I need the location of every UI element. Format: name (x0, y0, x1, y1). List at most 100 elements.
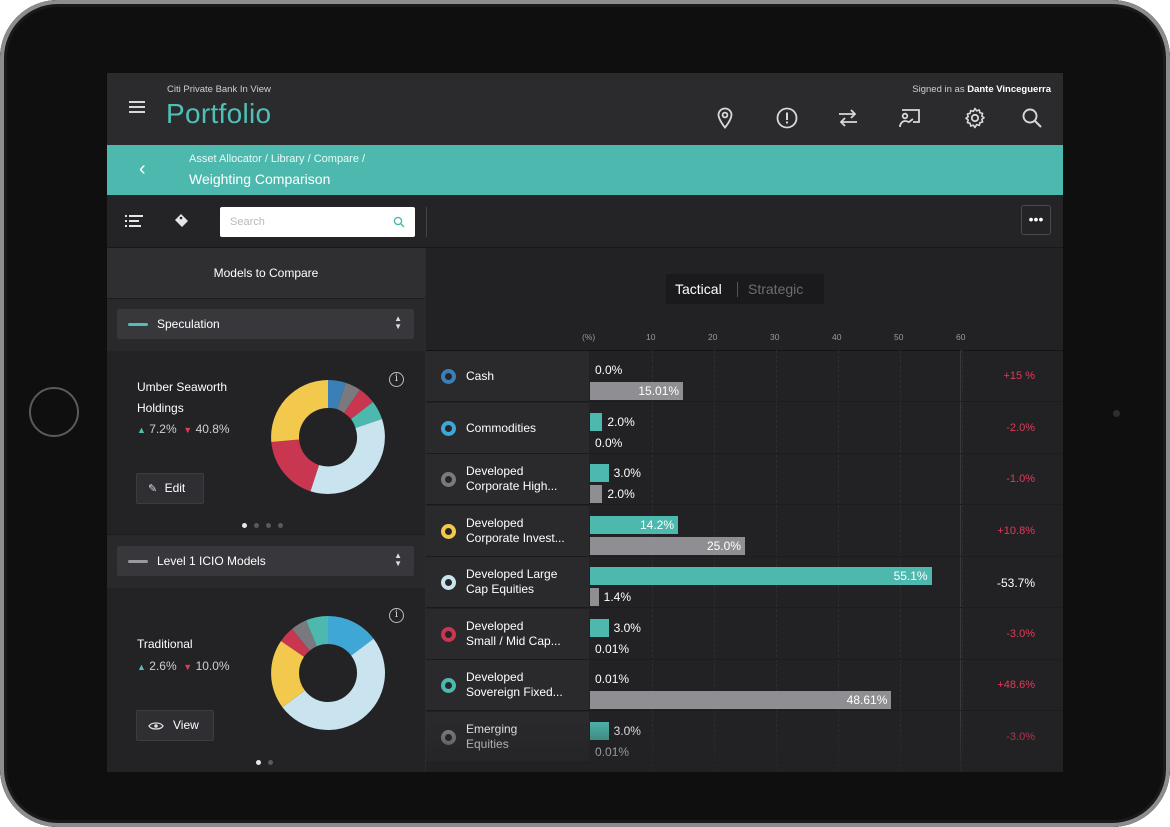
primary-weight-bar (590, 464, 609, 482)
location-pin-icon[interactable] (713, 106, 737, 130)
transfer-icon[interactable] (836, 106, 860, 130)
gridline (714, 350, 715, 772)
menu-icon[interactable] (129, 101, 145, 113)
gridline (900, 350, 901, 772)
down-value: 40.8% (195, 422, 230, 436)
gridline (776, 350, 777, 772)
more-options-button[interactable]: ••• (1021, 205, 1051, 235)
back-chevron-icon[interactable]: ‹ (139, 158, 146, 180)
secondary-weight-bar (590, 382, 684, 400)
weight-value-label: 3.0% (613, 723, 641, 738)
weight-value-label: 14.2% (640, 517, 675, 532)
asset-class-name-line1: Developed Large (466, 567, 558, 581)
asset-class-label: Developed Small / Mid Cap... (426, 608, 589, 660)
search-icon[interactable] (1020, 106, 1044, 130)
asset-color-ring-icon (441, 729, 456, 745)
comparison-row[interactable]: Developed Small / Mid Cap... 3.0% 0.01% -3.0… (426, 608, 1063, 660)
tab-tactical[interactable]: Tactical (675, 281, 722, 297)
primary-weight-bar (590, 412, 603, 431)
model-card-2: Traditional ▲ 2.6% ▼ 10.0% i (107, 588, 425, 772)
comparison-row[interactable]: Emerging Equities 3.0% 0.01% -3.0% (426, 711, 1063, 763)
models-header: Models to Compare (107, 248, 425, 299)
axis-tick-label: 20 (708, 332, 718, 342)
asset-color-ring-icon (441, 678, 456, 693)
select-label: Speculation (157, 317, 220, 331)
asset-class-name: Developed Large Cap Equities (466, 567, 557, 597)
asset-class-name: Cash (466, 369, 494, 384)
comparison-row[interactable]: Developed Sovereign Fixed... 0.01% 48.61% +4… (426, 660, 1063, 711)
comparison-row[interactable]: Developed Corporate Invest... 14.2% 25.0% +1… (426, 505, 1063, 557)
up-value: 2.6% (149, 659, 177, 673)
model-select-2[interactable]: Level 1 ICIO Models ▲ ▼ (117, 546, 414, 576)
model-select-1[interactable]: Speculation ▲ ▼ (117, 309, 414, 339)
home-button[interactable] (29, 387, 79, 437)
tag-icon[interactable] (173, 212, 191, 230)
primary-weight-bar (590, 515, 679, 534)
asset-class-name: Developed Corporate High... (466, 464, 557, 494)
weighting-comparison-chart: Tactical Strategic (%) 10 20 30 40 50 60 Cash 0… (426, 248, 1063, 772)
asset-class-name-line2: Corporate High... (466, 479, 558, 493)
weight-value-label: 0.0% (595, 363, 623, 377)
comparison-row[interactable]: Commodities 2.0% 0.0% -2.0% (426, 402, 1063, 454)
info-icon[interactable]: i (389, 608, 404, 623)
up-value: 7.2% (149, 422, 177, 436)
secondary-weight-bar (590, 691, 892, 709)
weight-value-label: 3.0% (613, 620, 641, 635)
asset-class-label: Cash (426, 351, 589, 402)
edit-button[interactable]: ✎ Edit (136, 473, 204, 504)
gear-icon[interactable] (963, 106, 987, 130)
pagination-dots[interactable] (242, 515, 290, 528)
asset-class-name: Commodities (466, 421, 536, 436)
signed-in-label: Signed in as Dante Vinceguerra (912, 84, 1051, 95)
comparison-row[interactable]: Developed Corporate High... 3.0% 2.0% -1.0% (426, 454, 1063, 505)
asset-class-name-line2: Corporate Invest... (466, 530, 565, 545)
view-button[interactable]: View (136, 710, 214, 741)
model-name: Traditional (137, 634, 193, 655)
weight-difference: +15 % (1003, 370, 1036, 382)
weight-value-label: 0.0% (595, 435, 623, 450)
row-separator (589, 452, 1063, 454)
asset-class-name-line1: Developed (466, 464, 524, 478)
gridline (652, 350, 653, 772)
asset-color-ring-icon (441, 575, 456, 590)
tactical-strategic-toggle[interactable]: Tactical Strategic (666, 274, 824, 304)
list-icon[interactable] (125, 213, 145, 229)
models-panel: Models to Compare Speculation ▲ ▼ Umber S… (107, 248, 425, 772)
weight-difference: -53.7% (996, 576, 1035, 590)
search-box[interactable] (220, 207, 415, 237)
model-card-1: Umber Seaworth Holdings ▲ 7.2% ▼ 40.8% i (107, 351, 425, 534)
row-separator (589, 761, 1063, 763)
toggle-divider (737, 282, 738, 297)
page-title: Portfolio (166, 98, 272, 129)
presentation-icon[interactable] (898, 106, 922, 130)
pencil-icon: ✎ (148, 483, 158, 495)
primary-weight-bar (590, 721, 609, 740)
search-input[interactable] (220, 207, 390, 237)
row-separator (589, 710, 1063, 711)
asset-class-name-line1: Emerging (466, 721, 518, 736)
pagination-dots[interactable] (256, 752, 280, 765)
asset-class-name-line2: Small / Mid Cap... (466, 633, 561, 648)
tab-strategic[interactable]: Strategic (748, 281, 804, 297)
axis-tick-label: 40 (832, 332, 842, 342)
select-accent-gray (128, 560, 148, 563)
asset-color-ring-icon (441, 523, 456, 539)
toolbar-divider (426, 207, 427, 237)
select-arrows-icon: ▲ ▼ (394, 551, 402, 568)
comparison-row[interactable]: Cash 0.0% 15.01% +15 % (426, 351, 1063, 402)
weight-difference: +48.6% (997, 679, 1035, 691)
asset-class-name-line2: Sovereign Fixed... (466, 685, 563, 699)
asset-color-ring-icon (441, 369, 456, 384)
weight-value-label: 48.61% (846, 693, 888, 707)
asset-color-ring-icon (441, 626, 456, 642)
model-stats: ▲ 7.2% ▼ 40.8% (137, 422, 230, 436)
model-name-line1: Umber Seaworth (137, 380, 228, 394)
model-name-line1: Traditional (137, 637, 193, 651)
comparison-row[interactable]: Developed Large Cap Equities 55.1% 1.4% -53.… (426, 557, 1063, 608)
alert-icon[interactable] (775, 106, 799, 130)
axis-tick-label: 50 (894, 332, 904, 342)
weight-difference: -3.0% (1006, 627, 1035, 640)
up-arrow-icon: ▲ (137, 425, 146, 435)
info-icon[interactable]: i (389, 372, 404, 387)
breadcrumb[interactable]: Asset Allocator / Library / Compare / (189, 153, 366, 165)
